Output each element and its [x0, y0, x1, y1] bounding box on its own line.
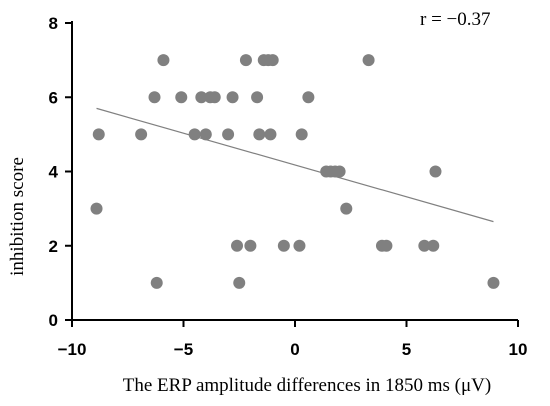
data-point	[148, 91, 161, 104]
data-point	[226, 91, 239, 104]
x-axis-title: The ERP amplitude differences in 1850 ms…	[123, 375, 491, 396]
x-tick-label: 5	[402, 340, 411, 359]
data-point	[362, 54, 375, 67]
data-point	[233, 276, 246, 289]
y-axis-title: inhibition score	[7, 157, 28, 276]
axes	[65, 21, 519, 327]
chart-texts: −10 −5 0 5 10 0 2 4 6 8 The ERP amplitude differen…	[7, 9, 527, 396]
x-tick-label: −10	[58, 340, 87, 359]
data-point	[266, 54, 279, 67]
data-point	[253, 128, 266, 141]
y-tick-label: 6	[49, 88, 58, 107]
data-point	[90, 202, 103, 215]
x-tick-label: 10	[509, 340, 528, 359]
data-point	[251, 91, 264, 104]
data-point	[222, 128, 235, 141]
data-point	[239, 54, 252, 67]
data-point	[199, 128, 212, 141]
x-tick-label: −5	[174, 340, 193, 359]
data-point	[157, 54, 170, 67]
data-point	[231, 239, 244, 252]
data-point	[380, 239, 393, 252]
data-point	[293, 239, 306, 252]
y-tick-label: 4	[49, 163, 59, 182]
correlation-annotation: r = −0.37	[420, 9, 491, 30]
data-point	[188, 128, 201, 141]
regression-line	[96, 107, 494, 223]
data-point	[487, 276, 500, 289]
data-point	[135, 128, 148, 141]
data-point	[244, 239, 257, 252]
data-point	[418, 239, 431, 252]
data-point	[208, 91, 221, 104]
data-point	[92, 128, 105, 141]
data-point	[195, 91, 208, 104]
data-point	[340, 202, 353, 215]
data-point	[427, 239, 440, 252]
data-point	[175, 91, 188, 104]
y-tick-label: 0	[49, 311, 58, 330]
data-point	[302, 91, 315, 104]
data-point	[150, 276, 163, 289]
data-point	[295, 128, 308, 141]
y-tick-label: 2	[49, 237, 58, 256]
data-point	[333, 165, 346, 178]
data-point	[429, 165, 442, 178]
y-tick-label: 8	[49, 14, 58, 33]
data-point	[277, 239, 290, 252]
data-point	[264, 128, 277, 141]
plot-marks	[90, 54, 500, 289]
x-tick-label: 0	[290, 340, 299, 359]
